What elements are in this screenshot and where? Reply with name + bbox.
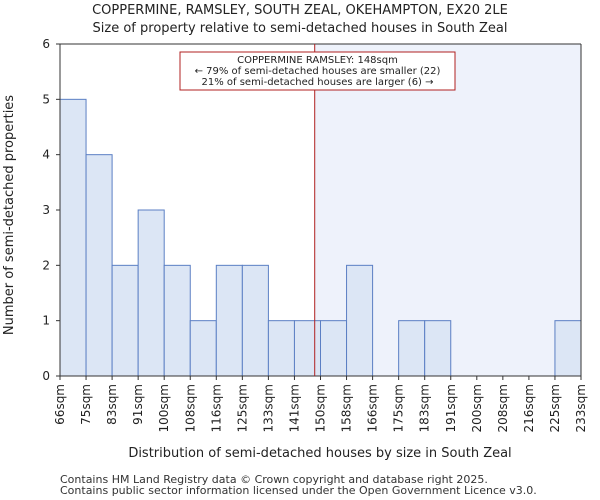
x-tick-label-158sqm: 158sqm	[340, 384, 354, 432]
x-tick-label-208sqm: 208sqm	[496, 384, 510, 432]
x-tick-label-83sqm: 83sqm	[105, 384, 119, 425]
x-tick-label-75sqm: 75sqm	[79, 384, 93, 425]
x-tick-label-166sqm: 166sqm	[366, 384, 380, 432]
annotation-box	[179, 51, 456, 91]
x-tick-label-141sqm: 141sqm	[287, 384, 301, 432]
annotation-line-1: COPPERMINE RAMSLEY: 148sqm	[237, 55, 398, 66]
x-tick-label-191sqm: 191sqm	[444, 384, 458, 432]
y-axis-label: Number of semi-detached properties	[2, 95, 17, 335]
y-tick-label-1: 1	[42, 314, 50, 328]
y-tick-label-6: 6	[42, 37, 50, 51]
x-tick-label-116sqm: 116sqm	[209, 384, 223, 432]
y-tick-label-5: 5	[42, 92, 50, 106]
x-tick-label-133sqm: 133sqm	[261, 384, 275, 432]
bar-150sqm	[320, 320, 348, 377]
bar-100sqm	[163, 264, 191, 377]
x-tick-label-150sqm: 150sqm	[314, 384, 328, 432]
bar-133sqm	[267, 320, 295, 377]
bar-66sqm	[59, 98, 87, 377]
bar-116sqm	[215, 264, 243, 377]
bar-83sqm	[111, 264, 139, 377]
y-tick-label-0: 0	[42, 369, 50, 383]
bar-125sqm	[241, 264, 269, 377]
x-axis-label: Distribution of semi-detached houses by …	[128, 446, 511, 461]
x-tick-label-233sqm: 233sqm	[574, 384, 588, 432]
x-tick-label-200sqm: 200sqm	[470, 384, 484, 432]
x-tick-label-183sqm: 183sqm	[418, 384, 432, 432]
y-tick-label-3: 3	[42, 203, 50, 217]
x-tick-label-225sqm: 225sqm	[548, 384, 562, 432]
bar-175sqm	[398, 320, 426, 377]
x-tick-label-66sqm: 66sqm	[53, 384, 67, 425]
x-tick-label-100sqm: 100sqm	[157, 384, 171, 432]
y-tick-label-2: 2	[42, 258, 50, 272]
x-tick-label-216sqm: 216sqm	[522, 384, 536, 432]
x-tick-label-108sqm: 108sqm	[183, 384, 197, 432]
bar-183sqm	[424, 320, 452, 377]
chart-subtitle: Size of property relative to semi-detach…	[93, 21, 508, 36]
annotation-line-3: 21% of semi-detached houses are larger (…	[201, 77, 433, 88]
annotation-line-2: ← 79% of semi-detached houses are smalle…	[195, 66, 441, 77]
x-tick-label-125sqm: 125sqm	[235, 384, 249, 432]
chart-title: COPPERMINE, RAMSLEY, SOUTH ZEAL, OKEHAMP…	[92, 3, 508, 18]
bar-141sqm	[293, 320, 322, 377]
x-tick-label-175sqm: 175sqm	[392, 384, 406, 432]
plot-area: 0 1 2 3 4 5 6 66sqm 75sqm 83sqm 91sqm 100sqm 108sqm 1…	[42, 37, 588, 432]
bar-225sqm	[554, 320, 582, 377]
y-tick-label-4: 4	[42, 148, 50, 162]
bar-108sqm	[189, 320, 217, 377]
x-tick-label-91sqm: 91sqm	[131, 384, 145, 425]
footer-line-1: Contains HM Land Registry data © Crown c…	[60, 473, 488, 486]
bar-75sqm	[85, 154, 113, 377]
bar-91sqm	[137, 209, 165, 377]
footer-line-2: Contains public sector information licen…	[60, 484, 537, 497]
bar-158sqm	[346, 264, 374, 377]
